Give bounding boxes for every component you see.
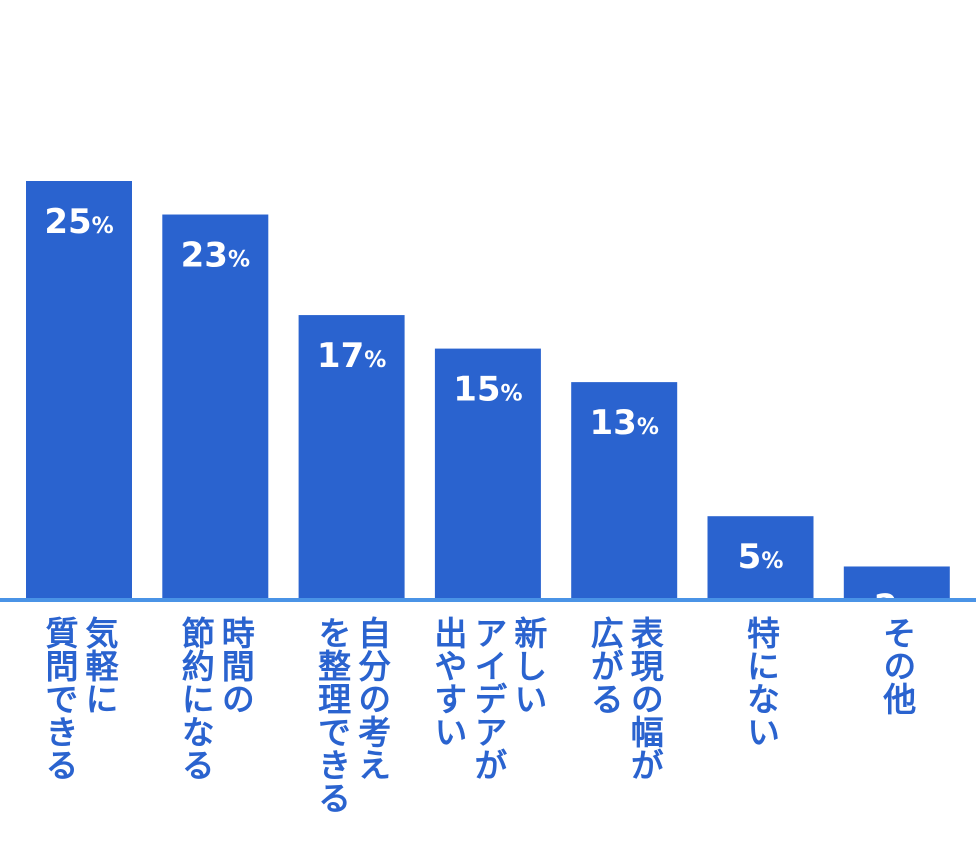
x-tick-label: 時間の 節約になる xyxy=(176,616,256,781)
category-label-box: 自分の考え を整理できる xyxy=(312,616,392,814)
x-tick-label: 表現の幅が 広がる xyxy=(585,616,665,781)
category-label-box: 表現の幅が 広がる xyxy=(585,616,665,781)
bar xyxy=(571,382,678,600)
category-label-box: その他 xyxy=(877,616,917,715)
x-tick-label: その他 xyxy=(877,616,917,715)
value-label: 13% xyxy=(590,403,659,443)
bar xyxy=(843,566,950,600)
x-tick-label: 気軽に 質問できる xyxy=(40,616,119,781)
bar xyxy=(298,315,405,600)
x-tick-label: 特にない xyxy=(741,616,781,748)
value-label: 25% xyxy=(44,202,113,242)
category-label-box: 時間の 節約になる xyxy=(176,616,256,781)
x-tick-label: 新しい アイデアが 出やすい xyxy=(428,616,548,781)
bar xyxy=(434,348,541,600)
category-label-box: 新しい アイデアが 出やすい xyxy=(428,616,548,781)
value-label: 15% xyxy=(453,370,522,410)
value-label: 5% xyxy=(738,537,784,577)
bar xyxy=(707,516,814,600)
category-label-box: 特にない xyxy=(741,616,781,748)
bar xyxy=(26,181,132,600)
x-tick-label: 自分の考え を整理できる xyxy=(312,616,392,814)
bar xyxy=(162,214,269,600)
value-label: 23% xyxy=(181,236,250,276)
value-label: 17% xyxy=(317,336,386,376)
category-label-box: 気軽に 質問できる xyxy=(40,616,119,781)
value-label: 2% xyxy=(874,587,920,627)
